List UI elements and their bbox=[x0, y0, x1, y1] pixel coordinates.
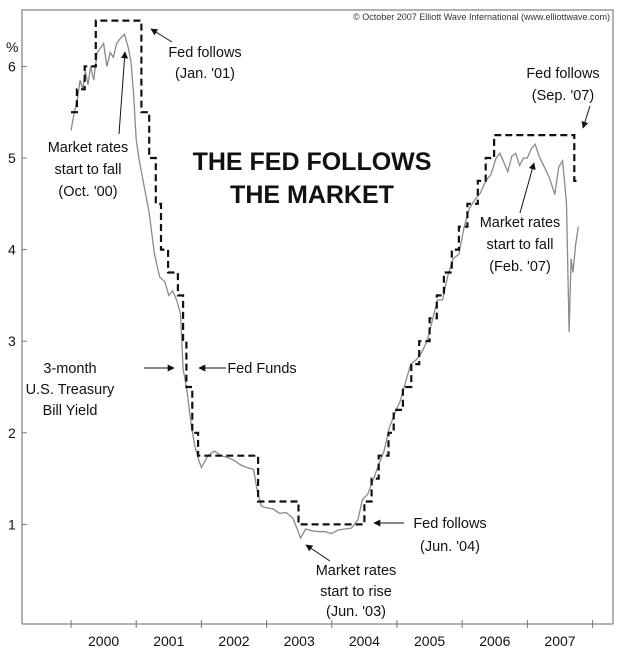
y-tick-label: 1 bbox=[8, 516, 16, 532]
annotation-text: Market rates bbox=[48, 140, 129, 156]
annotation-text: 3-month bbox=[43, 361, 96, 377]
annotation-text: (Oct. '00) bbox=[58, 184, 117, 200]
annotation-text: (Feb. '07) bbox=[489, 259, 551, 275]
annotation-market-rise-jun03: Market rates start to rise (Jun. '03) bbox=[305, 544, 397, 620]
x-tick-label: 2002 bbox=[218, 633, 249, 649]
annotation-text: start to fall bbox=[55, 162, 122, 178]
y-ticks: 1 2 3 4 5 6 bbox=[8, 58, 27, 532]
annotation-text: Fed follows bbox=[526, 66, 599, 82]
annotation-text: (Sep. '07) bbox=[532, 88, 594, 104]
annotation-market-fall-oct00: Market rates start to fall (Oct. '00) bbox=[48, 51, 129, 200]
annotation-text: Bill Yield bbox=[43, 403, 98, 419]
annotation-arrow bbox=[305, 544, 331, 562]
chart-title-line-2: THE MARKET bbox=[230, 181, 394, 209]
annotation-text: Market rates bbox=[316, 563, 397, 579]
annotation-fed-follows-jan01: Fed follows (Jan. '01) bbox=[150, 28, 242, 82]
annotation-arrow bbox=[150, 28, 173, 43]
x-tick-label: 2005 bbox=[414, 633, 445, 649]
y-tick-label: 4 bbox=[8, 242, 16, 258]
x-tick-label: 2004 bbox=[349, 633, 380, 649]
x-tick-label: 2007 bbox=[544, 633, 575, 649]
annotation-arrow bbox=[118, 51, 129, 135]
annotation-text: start to rise bbox=[320, 584, 392, 600]
annotation-fed-follows-jun04: Fed follows (Jun. '04) bbox=[373, 516, 487, 555]
annotation-text: Market rates bbox=[480, 215, 561, 231]
annotation-text: Fed follows bbox=[413, 516, 486, 532]
series-fed-funds-step-line bbox=[71, 19, 580, 526]
annotation-fedfunds-label: Fed Funds bbox=[198, 361, 297, 377]
x-tick-label: 2000 bbox=[88, 633, 119, 649]
annotation-text: (Jan. '01) bbox=[175, 66, 235, 82]
x-tick-label: 2001 bbox=[153, 633, 184, 649]
annotation-market-fall-feb07: Market rates start to fall (Feb. '07) bbox=[480, 162, 561, 275]
annotation-fed-follows-sep07: Fed follows (Sep. '07) bbox=[526, 66, 600, 129]
x-tick-label: 2006 bbox=[479, 633, 510, 649]
y-tick-label: 6 bbox=[8, 58, 16, 74]
annotation-text: Fed Funds bbox=[227, 361, 296, 377]
chart-title-line-1: THE FED FOLLOWS bbox=[193, 148, 432, 176]
series-group bbox=[70, 19, 580, 540]
y-tick-label: 2 bbox=[8, 425, 16, 441]
x-tick-label: 2003 bbox=[284, 633, 315, 649]
series-tbill-yield-line bbox=[70, 33, 579, 540]
annotation-text: Fed follows bbox=[168, 45, 241, 61]
annotation-text: start to fall bbox=[487, 237, 554, 253]
annotation-text: U.S. Treasury bbox=[26, 382, 115, 398]
y-tick-label: 5 bbox=[8, 150, 16, 166]
annotation-arrow bbox=[581, 105, 591, 129]
copyright-text: © October 2007 Elliott Wave Internationa… bbox=[353, 12, 610, 22]
annotation-text: (Jun. '03) bbox=[326, 604, 386, 620]
plot-frame bbox=[21, 9, 614, 625]
x-ticks: 2000 2001 2002 2003 2004 2005 2006 2007 bbox=[70, 620, 594, 649]
y-axis-unit: % bbox=[6, 39, 18, 55]
annotation-text: (Jun. '04) bbox=[420, 539, 480, 555]
y-tick-label: 3 bbox=[8, 333, 16, 349]
annotation-tbill-label: 3-month U.S. Treasury Bill Yield bbox=[26, 361, 175, 419]
annotation-arrow bbox=[519, 162, 536, 214]
